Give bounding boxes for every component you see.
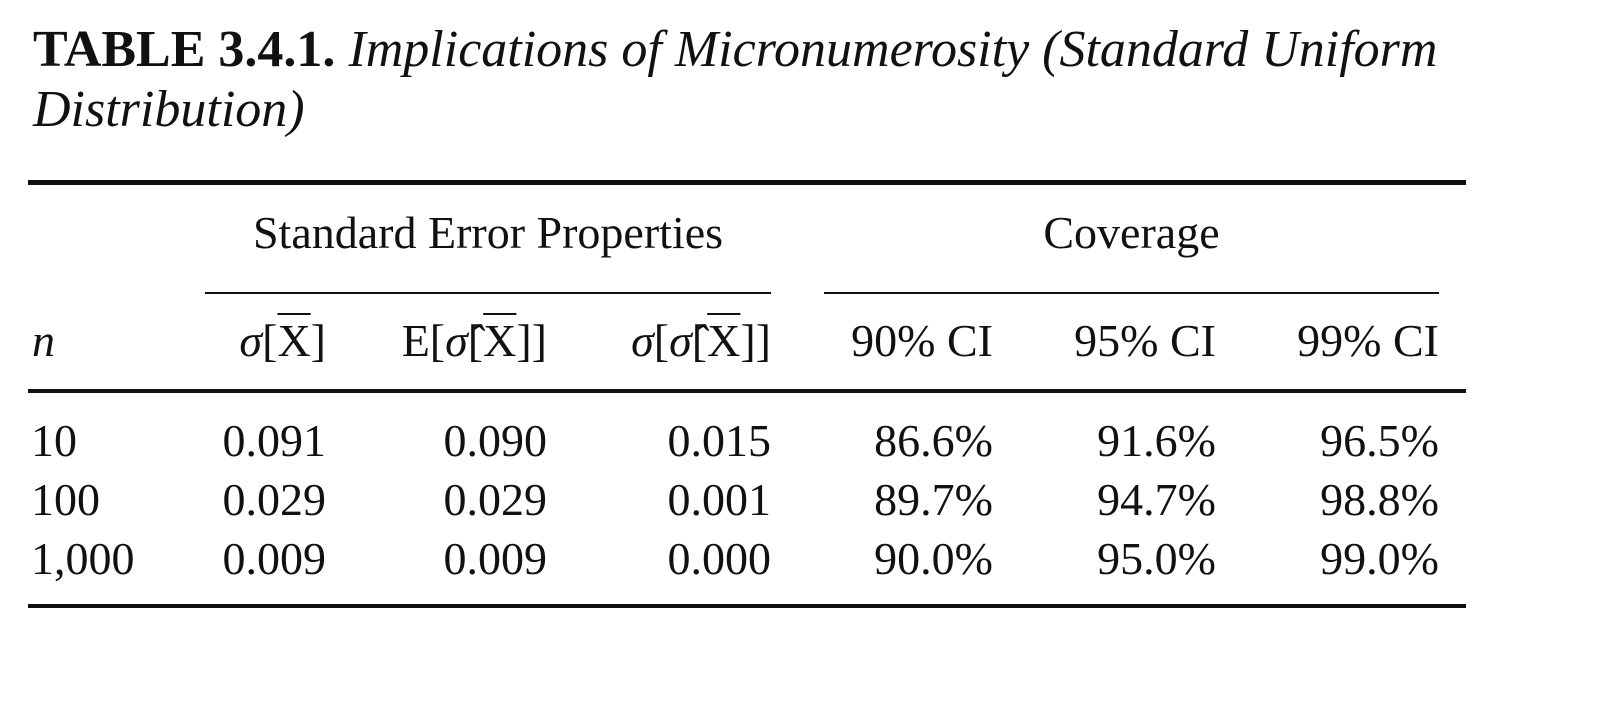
cell-sigma-xbar: 0.029 — [222, 474, 327, 525]
top-rule — [28, 180, 1466, 185]
cell-ci90: 86.6% — [874, 415, 993, 466]
header-rule — [28, 389, 1466, 393]
cell-ci99: 99.0% — [1320, 533, 1439, 584]
standard-error-subrule — [205, 292, 771, 294]
cell-sigma-xbar: 0.091 — [222, 415, 327, 466]
cell-sigma-of-sigma-hat: 0.015 — [667, 415, 772, 466]
column-header-ci99: 99% CI — [1297, 315, 1439, 366]
column-header-ci90: 90% CI — [851, 315, 993, 366]
table-title: Implications of Micronumerosity (Standar… — [33, 21, 1438, 138]
group-header-coverage: Coverage — [1043, 207, 1220, 258]
column-header-expected-sigma-hat: E[σ̂[X]] — [401, 315, 547, 366]
cell-ci99: 96.5% — [1320, 415, 1439, 466]
bottom-rule — [28, 604, 1466, 608]
cell-ci95: 91.6% — [1097, 415, 1216, 466]
cell-n: 100 — [31, 474, 100, 525]
cell-ci95: 94.7% — [1097, 474, 1216, 525]
coverage-subrule — [824, 292, 1439, 294]
cell-ci99: 98.8% — [1320, 474, 1439, 525]
cell-expected-sigma-hat: 0.029 — [443, 474, 548, 525]
cell-ci90: 90.0% — [874, 533, 993, 584]
column-header-sigma-of-sigma-hat: σ[σ̂[X]] — [631, 315, 771, 366]
table-caption: TABLE 3.4.1. Implications of Micronumero… — [33, 20, 1453, 140]
cell-sigma-xbar: 0.009 — [222, 533, 327, 584]
group-header-standard-error: Standard Error Properties — [252, 207, 724, 258]
column-header-ci95: 95% CI — [1074, 315, 1216, 366]
cell-ci90: 89.7% — [874, 474, 993, 525]
table-number: TABLE 3.4.1. — [33, 21, 336, 78]
column-header-sigma-xbar: σ[X] — [239, 315, 326, 366]
cell-sigma-of-sigma-hat: 0.000 — [667, 533, 772, 584]
cell-expected-sigma-hat: 0.009 — [443, 533, 548, 584]
cell-n: 10 — [31, 415, 77, 466]
cell-ci95: 95.0% — [1097, 533, 1216, 584]
column-header-n: n — [32, 315, 55, 366]
cell-n: 1,000 — [31, 533, 135, 584]
cell-expected-sigma-hat: 0.090 — [443, 415, 548, 466]
cell-sigma-of-sigma-hat: 0.001 — [667, 474, 772, 525]
